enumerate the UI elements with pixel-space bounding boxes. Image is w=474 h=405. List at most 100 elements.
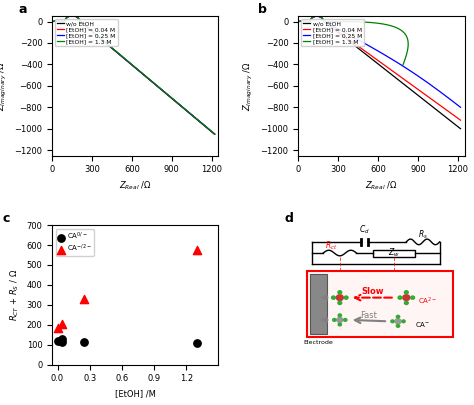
[EtOH] = 0.04 M — [50, 19, 55, 24]
Line: [EtOH] = 0.25 M: [EtOH] = 0.25 M — [53, 16, 215, 134]
CA$^{0/-}$ — [58, 338, 65, 345]
w/o EtOH — [134, 67, 140, 72]
Circle shape — [344, 319, 347, 321]
[EtOH] = 0.04 M — [181, 106, 186, 111]
CA$^{0/-}$ — [54, 337, 61, 344]
[EtOH] = 0.04 M — [376, 59, 382, 64]
[EtOH] = 0.04 M — [193, 116, 199, 121]
Circle shape — [398, 296, 402, 299]
[EtOH] = 0.25 M — [296, 19, 301, 24]
Circle shape — [396, 324, 400, 327]
w/o EtOH — [458, 126, 464, 131]
[EtOH] = 1.3 M — [50, 19, 55, 24]
[EtOH] = 0.04 M — [49, 19, 55, 24]
Line: [EtOH] = 0.25 M: [EtOH] = 0.25 M — [298, 16, 461, 107]
CA$^{-/2-}$ — [58, 320, 65, 327]
Text: $R_s$: $R_s$ — [418, 228, 428, 241]
[EtOH] = 1.3 M — [130, 63, 136, 68]
w/o EtOH — [49, 19, 55, 24]
w/o EtOH — [312, 14, 318, 19]
Text: CA$^{-}$: CA$^{-}$ — [415, 320, 430, 328]
[EtOH] = 0.25 M — [50, 19, 55, 24]
[EtOH] = 1.3 M — [314, 14, 319, 19]
Circle shape — [332, 296, 336, 299]
[EtOH] = 1.3 M — [50, 19, 55, 24]
Legend: w/o EtOH, [EtOH] = 0.04 M, [EtOH] = 0.25 M, [EtOH] = 1.3 M: w/o EtOH, [EtOH] = 0.04 M, [EtOH] = 0.25… — [55, 19, 118, 46]
[EtOH] = 1.3 M — [400, 62, 406, 67]
w/o EtOH — [130, 63, 136, 68]
Circle shape — [338, 323, 341, 326]
Line: [EtOH] = 1.3 M: [EtOH] = 1.3 M — [53, 16, 215, 134]
w/o EtOH — [376, 62, 382, 67]
[EtOH] = 1.3 M — [212, 132, 218, 136]
[EtOH] = 0.04 M — [425, 94, 430, 99]
w/o EtOH — [314, 14, 319, 19]
[EtOH] = 0.04 M — [134, 67, 140, 72]
X-axis label: $Z_{Real}$ /Ω: $Z_{Real}$ /Ω — [365, 180, 398, 192]
[EtOH] = 0.04 M — [295, 19, 301, 24]
X-axis label: [EtOH] /M: [EtOH] /M — [115, 389, 156, 398]
[EtOH] = 1.3 M — [320, 17, 326, 21]
FancyBboxPatch shape — [373, 249, 415, 256]
w/o EtOH — [385, 69, 391, 74]
CA$^{0/-}$ — [193, 339, 201, 346]
[EtOH] = 0.25 M — [193, 116, 199, 121]
Text: d: d — [285, 212, 294, 226]
[EtOH] = 1.3 M — [295, 19, 301, 24]
w/o EtOH — [295, 19, 301, 24]
FancyBboxPatch shape — [310, 274, 327, 334]
[EtOH] = 1.3 M — [70, 13, 75, 18]
[EtOH] = 0.04 M — [69, 13, 75, 18]
Text: CA$^{2-}$: CA$^{2-}$ — [418, 296, 438, 307]
[EtOH] = 0.04 M — [426, 95, 432, 100]
Text: b: b — [258, 3, 267, 17]
[EtOH] = 1.3 M — [131, 64, 137, 69]
CA$^{0/-}$ — [81, 338, 88, 345]
Legend: w/o EtOH, [EtOH] = 0.04 M, [EtOH] = 0.25 M, [EtOH] = 1.3 M: w/o EtOH, [EtOH] = 0.04 M, [EtOH] = 0.25… — [301, 19, 364, 46]
[EtOH] = 0.25 M — [295, 19, 301, 24]
[EtOH] = 0.04 M — [458, 118, 464, 123]
X-axis label: $Z_{Real}$ /Ω: $Z_{Real}$ /Ω — [119, 180, 152, 192]
[EtOH] = 1.3 M — [405, 36, 410, 41]
[EtOH] = 0.04 M — [314, 14, 319, 19]
Y-axis label: $R_{CT}$ + $R_S$ / Ω: $R_{CT}$ + $R_S$ / Ω — [9, 269, 21, 321]
Line: [EtOH] = 0.04 M: [EtOH] = 0.04 M — [52, 16, 215, 134]
[EtOH] = 0.25 M — [444, 94, 449, 99]
[EtOH] = 0.25 M — [212, 132, 218, 136]
Y-axis label: $Z_{Imaginary}$ /Ω: $Z_{Imaginary}$ /Ω — [242, 61, 255, 111]
[EtOH] = 0.04 M — [130, 63, 136, 68]
[EtOH] = 0.25 M — [391, 58, 397, 63]
w/o EtOH — [193, 116, 199, 121]
w/o EtOH — [426, 102, 432, 107]
[EtOH] = 1.3 M — [194, 116, 200, 121]
[EtOH] = 0.04 M — [212, 132, 218, 136]
Text: c: c — [2, 212, 9, 226]
[EtOH] = 0.25 M — [181, 106, 186, 111]
[EtOH] = 1.3 M — [388, 23, 393, 28]
[EtOH] = 0.04 M — [131, 64, 137, 69]
Circle shape — [395, 319, 401, 324]
Circle shape — [403, 295, 410, 301]
[EtOH] = 0.25 M — [131, 64, 137, 69]
Circle shape — [404, 301, 408, 305]
Circle shape — [337, 295, 343, 301]
Circle shape — [391, 320, 394, 323]
Circle shape — [338, 291, 342, 294]
[EtOH] = 1.3 M — [181, 106, 187, 111]
Legend: CA$^{0/-}$, CA$^{-/2-}$: CA$^{0/-}$, CA$^{-/2-}$ — [55, 229, 94, 256]
Line: w/o EtOH: w/o EtOH — [298, 16, 461, 129]
Text: Electrode: Electrode — [303, 340, 333, 345]
Circle shape — [324, 296, 328, 299]
[EtOH] = 1.3 M — [371, 20, 377, 25]
[EtOH] = 0.25 M — [69, 13, 75, 18]
Circle shape — [344, 296, 348, 299]
Text: Slow: Slow — [362, 287, 384, 296]
w/o EtOH — [69, 13, 75, 18]
Circle shape — [338, 314, 341, 317]
Circle shape — [338, 301, 342, 305]
Circle shape — [411, 296, 415, 299]
[EtOH] = 0.25 M — [434, 87, 439, 92]
[EtOH] = 0.25 M — [390, 58, 396, 62]
CA$^{-/2-}$ — [54, 324, 61, 331]
[EtOH] = 0.04 M — [385, 65, 391, 70]
